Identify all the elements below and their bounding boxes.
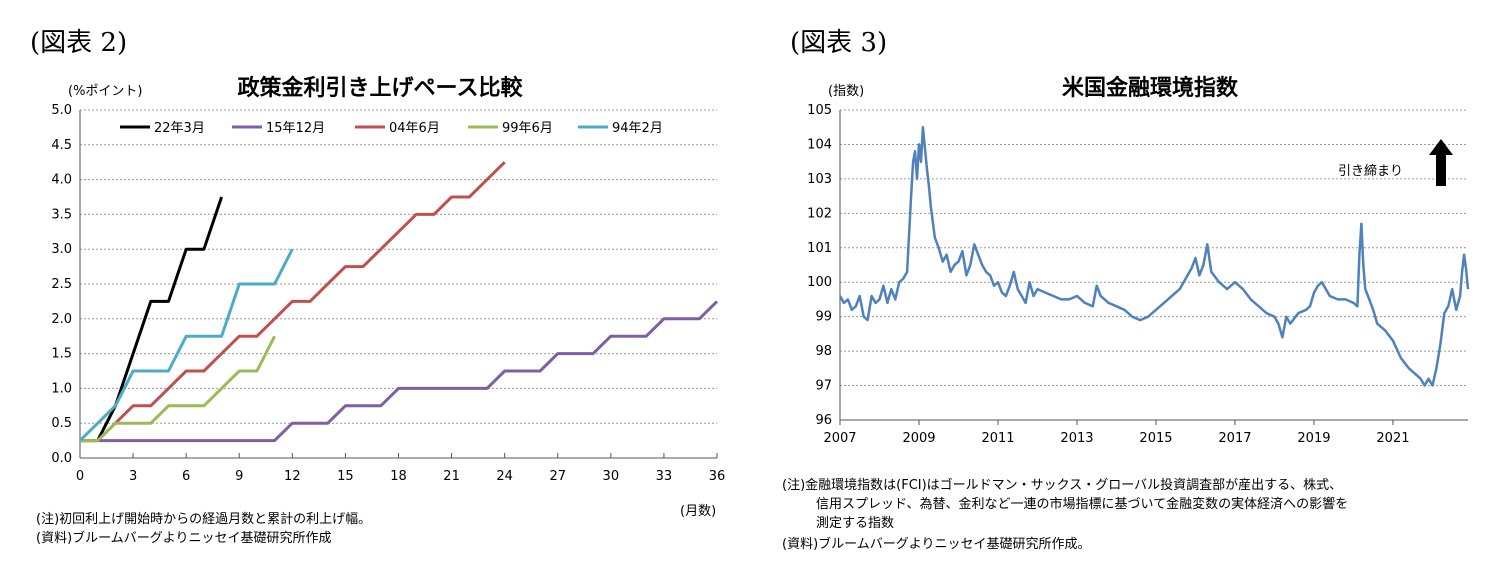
- note-line-1: (注)金融環境指数は(FCI)はゴールドマン・サックス・グローバル投資調査部が産…: [782, 478, 1343, 493]
- x-tick-label: 2019: [1297, 431, 1330, 446]
- y-tick-label: 101: [807, 241, 832, 256]
- x-tick-label: 9: [235, 469, 243, 484]
- y-tick-label: 96: [815, 413, 832, 428]
- y-tick-label: 99: [815, 310, 832, 325]
- x-tick-label: 24: [496, 469, 513, 484]
- y-tick-label: 4.5: [51, 138, 72, 153]
- figure-label: (図表 3): [790, 28, 888, 58]
- annotation-text: 引き締まり: [1338, 163, 1403, 179]
- series-line-94年2月: [78, 248, 294, 442]
- y-tick-label: 2.5: [51, 277, 72, 292]
- x-tick-label: 33: [656, 469, 673, 484]
- y-unit-label: (指数): [828, 84, 865, 99]
- y-tick-label: 103: [807, 172, 832, 187]
- policy-rate-chart: 0.00.51.01.52.02.53.03.54.04.55.00 3 6 9 12 1…: [51, 103, 726, 484]
- arrow-head: [1429, 139, 1453, 155]
- x-tick-label: 2021: [1376, 431, 1409, 446]
- x-unit-label: (月数): [680, 504, 717, 519]
- x-tick-label: 6: [182, 469, 190, 484]
- x-tick-label: 15: [337, 469, 354, 484]
- chart-title: 政策金利引き上げペース比較: [237, 76, 523, 101]
- note-line-4: (資料)ブルームバーグよりニッセイ基礎研究所作成。: [782, 537, 1091, 552]
- x-tick-label: 36: [709, 469, 726, 484]
- x-tick-label: 30: [603, 469, 620, 484]
- left-panel: (図表 2) 政策金利引き上げペース比較 (%ポイント) 0.0 0.5 1.0 1.…: [0, 0, 750, 587]
- chart-title: 米国金融環境指数: [1061, 76, 1238, 101]
- x-tick-label: 2017: [1218, 431, 1251, 446]
- arrow-shaft: [1436, 153, 1446, 186]
- series-line-15年12月: [80, 300, 719, 443]
- up-arrow-icon: [1429, 139, 1453, 186]
- x-tick-label: 2013: [1060, 431, 1093, 446]
- x-tick-label: 2011: [981, 431, 1014, 446]
- y-tick-label: 98: [815, 344, 832, 359]
- note-line-1: (注)初回利上げ開始時からの経過月数と累計の利上げ幅。: [36, 512, 372, 527]
- legend-label: 99年6月: [502, 121, 553, 136]
- series-line-04年6月: [80, 161, 506, 443]
- note-line-2: 信用スプレッド、為替、金利など一連の市場指標に基づいて金融変数の実体経済への影響…: [816, 497, 1349, 512]
- x-tick-label: 12: [284, 469, 301, 484]
- y-tick-label: 104: [807, 137, 832, 152]
- y-tick-label: 3.5: [51, 207, 72, 222]
- legend-label: 94年2月: [612, 121, 663, 136]
- series-line-99年6月: [80, 335, 276, 443]
- x-tick-label: 18: [390, 469, 407, 484]
- note-line-2: (資料)ブルームバーグよりニッセイ基礎研究所作成: [36, 531, 332, 546]
- legend-label: 22年3月: [154, 121, 205, 136]
- y-tick-label: 2.0: [51, 312, 72, 327]
- legend-label: 04年6月: [389, 121, 440, 136]
- y-tick-label: 105: [807, 103, 832, 118]
- y-tick-label: 3.0: [51, 242, 72, 257]
- x-tick-label: 21: [443, 469, 460, 484]
- y-tick-label: 97: [815, 379, 832, 394]
- y-tick-label: 1.0: [51, 381, 72, 396]
- note-line-3: 測定する指数: [816, 516, 895, 531]
- x-tick-label: 2009: [902, 431, 935, 446]
- x-tick-label: 2007: [823, 431, 856, 446]
- y-tick-label: 4.0: [51, 173, 72, 188]
- y-unit-label: (%ポイント): [68, 84, 143, 99]
- y-tick-label: 0.5: [51, 416, 72, 431]
- fci-chart: 96 97 98 99 100 101 102 103 104 105 2007 2009 2011 20…: [807, 103, 1470, 446]
- y-tick-label: 100: [807, 275, 832, 290]
- series-line-FCI: [838, 125, 1470, 387]
- x-tick-label: 0: [76, 469, 84, 484]
- right-panel: (図表 3) 米国金融環境指数 (指数) 96 97 98 99 100 101 102 10…: [760, 0, 1505, 587]
- y-tick-label: 102: [807, 206, 832, 221]
- y-tick-label: 1.5: [51, 347, 72, 362]
- x-tick-label: 27: [549, 469, 566, 484]
- figure-label: (図表 2): [30, 28, 128, 58]
- x-tick-label: 3: [129, 469, 137, 484]
- x-tick-label: 2015: [1139, 431, 1172, 446]
- y-tick-label: 0.0: [51, 451, 72, 466]
- legend-label: 15年12月: [266, 121, 325, 136]
- y-tick-label: 5.0: [51, 103, 72, 118]
